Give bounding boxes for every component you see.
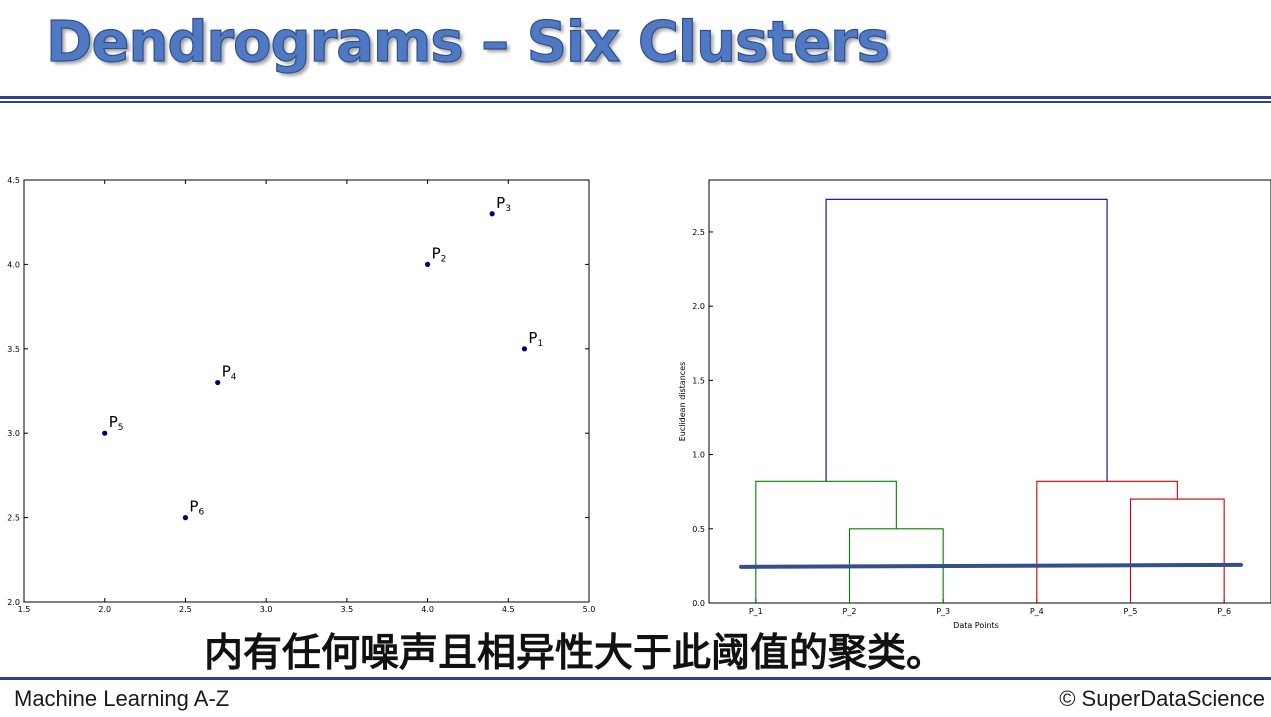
point-label-subscript: 4 [231,373,237,383]
point-label: P6 [189,498,204,518]
y-tick-label: 2.5 [692,228,705,237]
data-point [521,346,528,352]
point-label-letter: P [496,194,505,212]
x-tick-label: 1.5 [18,605,31,614]
footer-rule [0,677,1271,680]
y-axis-label: Euclidean distances [678,362,687,442]
point-label: P1 [528,329,543,349]
footer-copyright: © SuperDataScience [1059,686,1265,711]
header-rule [0,96,1271,99]
dendrogram-link [825,198,1108,482]
point-label: P4 [222,363,237,383]
x-tick-label: 2.5 [179,605,192,614]
point-label: P5 [109,413,124,433]
y-tick-label: 4.5 [7,176,20,185]
leaf-label: P_6 [1217,607,1231,616]
point-label-letter: P [528,329,537,347]
leaf-label: P_3 [936,607,950,616]
header-rule-secondary [0,101,1271,103]
data-point [424,261,431,267]
x-axis-label: Data Points [953,621,999,630]
point-label-subscript: 3 [505,204,511,214]
data-point [489,211,495,217]
subtitle-caption: 内有任何噪声且相异性大于此阈值的聚类。 [204,631,946,676]
leaf-label: P_5 [1124,607,1138,616]
y-tick-label: 0.0 [692,599,705,608]
point-label-subscript: 1 [537,339,543,349]
dendrogram-link [1036,480,1178,603]
x-tick-label: 3.0 [260,605,273,614]
point-label-subscript: 2 [441,254,447,264]
dendrogram-link [755,480,897,603]
threshold-line [739,562,1243,569]
slide-title: Dendrograms – Six Clusters [45,9,890,75]
x-tick-label: 4.0 [421,605,434,614]
data-point [215,379,221,386]
y-tick-label: 2.0 [7,598,20,607]
x-tick-label: 2.0 [98,605,111,614]
y-tick-label: 1.5 [692,376,705,385]
leaf-label: P_1 [749,607,763,616]
scatter-plot: 1.5 2.0 2.5 3.0 3.5 4.0 4.5 5.02.02.53.03.54.04… [7,176,596,614]
point-label: P2 [432,244,447,264]
point-label: P3 [496,194,511,214]
scatter-frame [23,179,590,603]
data-point [102,430,108,436]
x-tick-label: 3.5 [340,605,353,614]
y-tick-label: 1.0 [692,451,705,460]
dendrogram-frame [708,179,1271,604]
point-label-subscript: 6 [198,508,204,518]
leaf-label: P_2 [843,607,857,616]
dendrogram-plot: 0.0 0.5 1.0 1.5 2.0 2.5 P_1 P_2 P_3 P_4 P_5 P_6 Dat… [678,179,1271,630]
point-label-letter: P [189,498,198,516]
data-point [182,515,189,521]
dendrogram-link [1129,498,1225,603]
x-tick-label: 4.5 [502,605,515,614]
x-tick-label: 5.0 [583,605,596,614]
y-tick-label: 0.5 [692,525,705,534]
y-tick-label: 3.0 [7,429,20,438]
y-tick-label: 4.0 [7,260,20,269]
y-tick-label: 2.5 [7,514,20,523]
y-tick-label: 2.0 [692,302,705,311]
point-label-letter: P [222,363,231,381]
y-tick-label: 3.5 [7,345,20,354]
leaf-label: P_4 [1030,607,1044,616]
footer-course-name: Machine Learning A-Z [14,686,230,711]
point-label-letter: P [109,413,118,431]
point-label-letter: P [432,244,441,262]
point-label-subscript: 5 [118,423,124,433]
